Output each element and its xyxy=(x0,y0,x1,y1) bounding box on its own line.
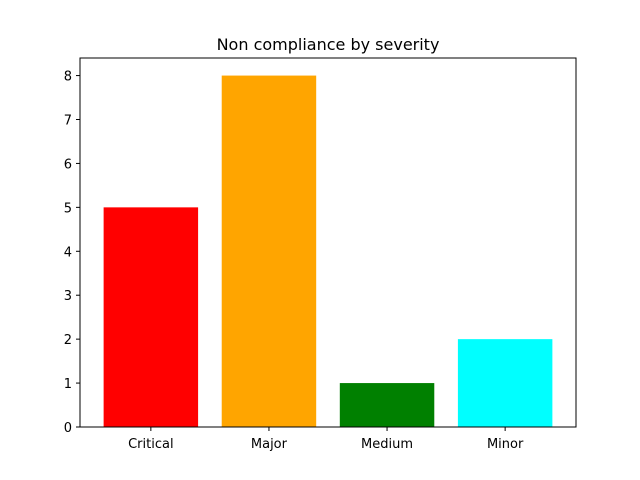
bar-minor xyxy=(457,339,553,427)
bar-major xyxy=(221,75,317,428)
y-tick-label: 3 xyxy=(64,289,72,304)
y-tick-label: 2 xyxy=(64,333,72,348)
x-tick-label-minor: Minor xyxy=(487,437,524,452)
axes-group: 0 1 2 3 4 5 6 7 8 Critical Major Medium Minor xyxy=(64,57,577,452)
axes-frame xyxy=(79,57,577,428)
chart-title: Non compliance by severity xyxy=(217,35,440,54)
x-tick-label-major: Major xyxy=(251,437,288,452)
bar-medium xyxy=(339,383,435,427)
y-tick-label: 4 xyxy=(64,245,72,260)
x-tick-label-medium: Medium xyxy=(361,437,413,452)
y-tick-label: 7 xyxy=(64,114,72,129)
y-tick-label: 5 xyxy=(64,201,72,216)
x-tick-label-critical: Critical xyxy=(128,437,173,452)
bars-group xyxy=(103,75,553,428)
y-tick-label: 0 xyxy=(64,421,72,436)
y-tick-label: 1 xyxy=(64,377,72,392)
y-tick-label: 6 xyxy=(64,157,72,172)
y-tick-label: 8 xyxy=(64,70,72,85)
bar-critical xyxy=(103,207,199,427)
